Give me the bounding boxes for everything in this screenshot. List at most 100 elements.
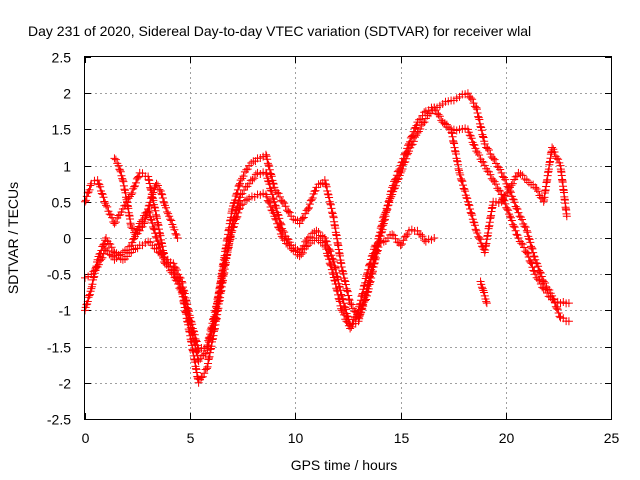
data-point-fill: [328, 268, 337, 277]
data-point-fill: [107, 243, 116, 252]
data-point-fill: [148, 218, 157, 227]
data-point-fill: [241, 182, 250, 191]
data-point-fill: [178, 278, 187, 287]
data-point-fill: [440, 119, 449, 128]
data-point-fill: [268, 194, 277, 203]
data-point-fill: [509, 222, 518, 231]
data-point: [236, 201, 245, 210]
data-point: [354, 306, 363, 315]
data-point-fill: [411, 133, 420, 142]
data-point-fill: [154, 240, 163, 249]
data-point: [337, 262, 346, 271]
data-point: [548, 143, 557, 152]
data-point-fill: [262, 170, 271, 179]
data-point-fill: [416, 124, 425, 133]
data-point-fill: [297, 250, 306, 259]
data-point-fill: [541, 279, 550, 288]
data-point-fill: [347, 300, 356, 309]
data-point-fill: [207, 323, 216, 332]
data-point-fill: [267, 172, 276, 181]
data-point: [304, 234, 313, 242]
y-tick-label: 0.5: [52, 195, 72, 211]
data-point-fill: [308, 194, 317, 203]
data-point-fill: [420, 236, 429, 245]
data-point-fill: [333, 287, 342, 296]
data-point-fill: [327, 261, 336, 270]
data-point: [514, 208, 523, 217]
data-point-fill: [529, 252, 538, 261]
data-point-fill: [389, 231, 398, 240]
data-point: [489, 176, 498, 185]
data-point: [337, 306, 346, 315]
data-point-fill: [128, 224, 137, 233]
data-point-fill: [415, 115, 424, 124]
data-point-fill: [366, 259, 375, 268]
data-point-fill: [246, 176, 255, 185]
data-point-fill: [350, 313, 359, 322]
data-point-fill: [337, 304, 346, 313]
data-point-fill: [128, 188, 137, 197]
data-point-fill: [466, 94, 475, 103]
data-point: [413, 226, 422, 235]
data-point: [472, 103, 481, 112]
data-point: [455, 168, 464, 177]
data-point-fill: [97, 246, 106, 255]
data-point-fill: [151, 229, 160, 238]
data-point-fill: [280, 236, 289, 245]
data-point-fill: [377, 222, 386, 231]
data-point-fill: [322, 182, 331, 191]
data-point: [152, 179, 161, 188]
data-point-fill: [325, 193, 334, 202]
data-point-fill: [478, 132, 487, 141]
data-point-fill: [462, 193, 471, 202]
data-point: [531, 270, 540, 279]
data-point-fill: [235, 181, 244, 190]
data-point-fill: [466, 205, 475, 214]
data-point-fill: [158, 194, 167, 203]
data-point-fill: [198, 372, 207, 381]
data-point-fill: [157, 250, 166, 259]
data-point-fill: [140, 217, 149, 226]
data-point-fill: [193, 341, 202, 350]
data-point-fill: [144, 201, 153, 210]
data-point-fill: [526, 238, 535, 247]
data-point: [152, 244, 161, 253]
data-point-fill: [289, 215, 298, 224]
data-point: [118, 255, 127, 264]
data-point-fill: [532, 259, 541, 268]
data-point-fill: [95, 180, 104, 189]
data-point: [472, 226, 481, 235]
x-tick-label: 10: [288, 430, 304, 446]
data-point-fill: [415, 230, 424, 239]
data-point: [379, 237, 388, 246]
data-point: [522, 226, 531, 235]
data-point-fill: [265, 180, 274, 189]
data-point-fill: [229, 223, 238, 232]
data-point-fill: [158, 190, 167, 199]
y-tick-label: -2: [59, 376, 72, 392]
data-point: [463, 89, 472, 98]
data-point-fill: [82, 300, 91, 309]
data-point: [287, 244, 296, 253]
data-point-fill: [283, 240, 292, 249]
data-point-fill: [264, 161, 273, 170]
data-point: [131, 230, 140, 239]
data-point-fill: [86, 181, 95, 190]
data-point-fill: [473, 108, 482, 117]
data-point-fill: [222, 253, 231, 262]
data-point-fill: [416, 230, 425, 239]
data-point: [127, 190, 136, 199]
data-point-fill: [152, 210, 161, 219]
data-point-fill: [463, 194, 472, 203]
data-point-fill: [116, 166, 125, 175]
data-point-fill: [498, 195, 507, 204]
data-point-fill: [224, 243, 233, 252]
data-point-fill: [461, 187, 470, 196]
data-point-fill: [96, 182, 105, 191]
data-point-fill: [298, 214, 307, 223]
data-point-fill: [109, 247, 118, 256]
data-point: [562, 212, 571, 221]
data-point-fill: [314, 227, 323, 236]
data-point-fill: [322, 237, 331, 246]
data-point-fill: [398, 240, 407, 249]
